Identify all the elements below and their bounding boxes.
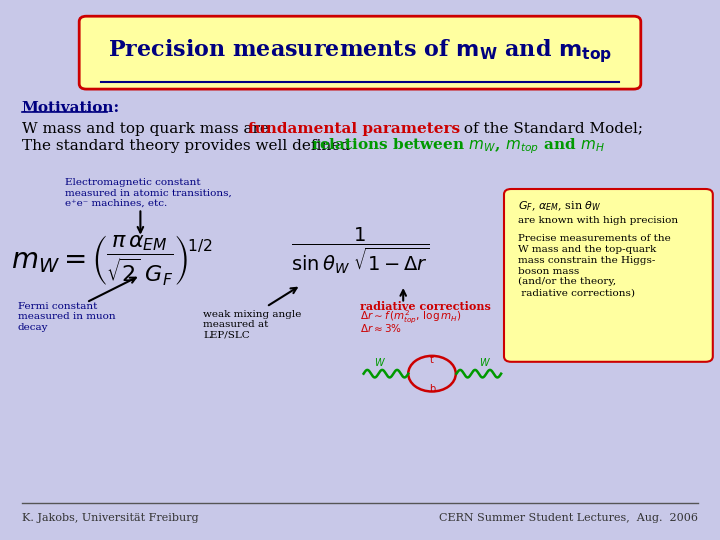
Text: weak mixing angle: weak mixing angle <box>203 310 302 319</box>
Text: $\left(\dfrac{\pi\,\alpha_{EM}}{\sqrt{2}\;G_F}\right)^{\!1/2}$: $\left(\dfrac{\pi\,\alpha_{EM}}{\sqrt{2}… <box>91 233 212 287</box>
Text: fundamental parameters: fundamental parameters <box>248 122 461 136</box>
Text: measured in muon: measured in muon <box>18 313 116 321</box>
Text: boson mass: boson mass <box>518 267 580 275</box>
Text: W: W <box>374 358 384 368</box>
Text: (and/or the theory,: (and/or the theory, <box>518 278 616 286</box>
Text: K. Jakobs, Universität Freiburg: K. Jakobs, Universität Freiburg <box>22 514 198 523</box>
Text: The standard theory provides well defined: The standard theory provides well define… <box>22 139 354 153</box>
Text: W: W <box>479 358 489 368</box>
Text: t: t <box>430 355 434 365</box>
Text: mass constrain the Higgs-: mass constrain the Higgs- <box>518 256 656 265</box>
Text: Motivation:: Motivation: <box>22 101 120 115</box>
Text: W mass and top quark mass are: W mass and top quark mass are <box>22 122 274 136</box>
Text: radiative corrections: radiative corrections <box>360 301 491 312</box>
Text: $\Delta r\sim f\,(m_{top}^2,\,\log m_H)$: $\Delta r\sim f\,(m_{top}^2,\,\log m_H)$ <box>360 309 462 326</box>
Text: Fermi constant: Fermi constant <box>18 302 97 311</box>
Text: $G_F$, $\alpha_{EM}$, sin $\theta_W$: $G_F$, $\alpha_{EM}$, sin $\theta_W$ <box>518 199 602 213</box>
Text: measured at: measured at <box>203 320 269 329</box>
FancyBboxPatch shape <box>504 189 713 362</box>
Text: LEP/SLC: LEP/SLC <box>203 330 250 339</box>
Text: Electromagnetic constant: Electromagnetic constant <box>65 178 200 187</box>
Text: relations between $m_W$, $m_{top}$ and $m_H$: relations between $m_W$, $m_{top}$ and $… <box>311 136 605 156</box>
Text: of the Standard Model;: of the Standard Model; <box>459 122 644 136</box>
Text: $m_W =$: $m_W =$ <box>11 248 86 275</box>
Text: W mass and the top-quark: W mass and the top-quark <box>518 245 657 254</box>
Text: decay: decay <box>18 323 48 332</box>
Text: CERN Summer Student Lectures,  Aug.  2006: CERN Summer Student Lectures, Aug. 2006 <box>439 514 698 523</box>
Text: $\Delta r\approx 3\%$: $\Delta r\approx 3\%$ <box>360 322 402 334</box>
Text: measured in atomic transitions,: measured in atomic transitions, <box>65 188 232 197</box>
Text: $\dfrac{1}{\sin\theta_W\;\sqrt{1-\Delta r}}$: $\dfrac{1}{\sin\theta_W\;\sqrt{1-\Delta … <box>291 226 429 276</box>
Text: Precision measurements of $\mathbf{m_W}$ and $\mathbf{m_{top}}$: Precision measurements of $\mathbf{m_W}$… <box>108 37 612 65</box>
Text: e⁺e⁻ machines, etc.: e⁺e⁻ machines, etc. <box>65 199 167 207</box>
Text: b: b <box>429 384 435 394</box>
Text: radiative corrections): radiative corrections) <box>518 288 635 297</box>
Text: are known with high precision: are known with high precision <box>518 216 678 225</box>
Text: Precise measurements of the: Precise measurements of the <box>518 234 671 243</box>
FancyBboxPatch shape <box>79 16 641 89</box>
